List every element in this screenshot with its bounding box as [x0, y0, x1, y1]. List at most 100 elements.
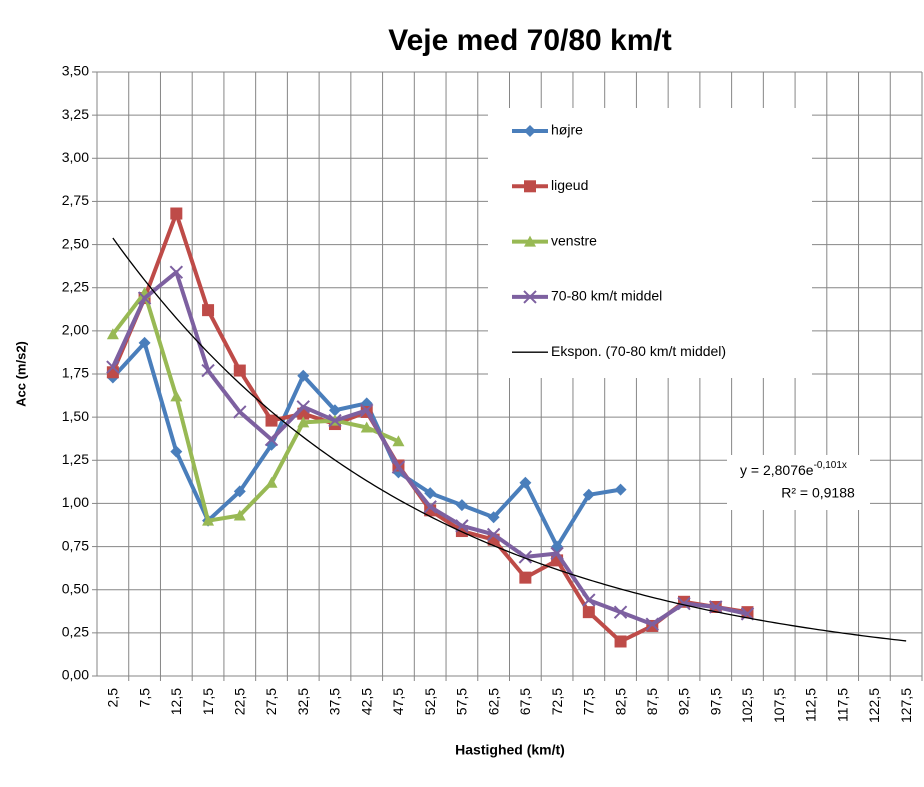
marker	[424, 487, 437, 500]
marker	[138, 336, 151, 349]
marker	[328, 413, 342, 428]
legend-label: 70-80 km/t middel	[551, 288, 662, 304]
x-tick-label: 2,5	[105, 688, 121, 708]
x-tick-label: 102,5	[739, 688, 755, 723]
marker	[360, 403, 374, 417]
x-tick-label: 72,5	[549, 688, 565, 715]
marker	[233, 364, 246, 377]
x-tick-label: 42,5	[358, 688, 374, 715]
y-tick-label: 1,00	[62, 494, 89, 510]
y-tick-label: 2,75	[62, 192, 89, 208]
marker	[518, 550, 533, 564]
marker	[202, 514, 215, 526]
marker	[392, 435, 405, 447]
marker	[169, 265, 184, 279]
marker	[582, 488, 595, 501]
marker	[202, 304, 215, 317]
x-tick-label: 37,5	[327, 688, 343, 715]
marker	[523, 290, 537, 304]
marker	[170, 390, 183, 402]
marker	[519, 476, 532, 489]
marker	[170, 207, 183, 220]
y-tick-label: 0,00	[62, 667, 89, 683]
x-tick-label: 82,5	[612, 688, 628, 715]
y-tick-label: 1,25	[62, 451, 89, 467]
x-tick-label: 122,5	[866, 688, 882, 723]
legend-label: venstre	[551, 232, 597, 248]
marker	[487, 511, 500, 524]
y-tick-label: 0,75	[62, 537, 89, 553]
legend-label: Ekspon. (70-80 km/t middel)	[551, 343, 726, 359]
marker	[550, 546, 564, 561]
x-tick-label: 117,5	[834, 688, 850, 722]
equation-base: y = 2,8076e	[740, 462, 814, 478]
x-tick-label: 67,5	[517, 688, 533, 715]
y-tick-label: 2,00	[62, 322, 89, 338]
marker	[106, 328, 119, 340]
x-tick-label: 27,5	[263, 688, 279, 715]
x-tick-label: 32,5	[295, 688, 311, 715]
marker	[265, 476, 278, 488]
marker	[423, 500, 437, 514]
x-tick-label: 112,5	[803, 688, 819, 722]
y-tick-label: 1,50	[62, 408, 89, 424]
marker	[613, 605, 628, 619]
marker	[297, 369, 310, 382]
x-tick-label: 92,5	[676, 688, 692, 715]
trendline	[112, 237, 907, 642]
marker	[614, 635, 627, 648]
x-tick-label: 7,5	[136, 688, 152, 708]
series-line	[111, 290, 400, 523]
grid: 0,00 0,25 0,50 0,75 1,00 1,25 1,50 1,75 2,00 2,25…	[62, 63, 923, 723]
x-axis-label: Hastighed (km/t)	[455, 742, 565, 758]
marker	[233, 405, 247, 419]
x-tick-label: 22,5	[231, 688, 247, 715]
chart-title: Veje med 70/80 km/t	[388, 24, 672, 57]
legend-label: ligeud	[551, 177, 588, 193]
marker	[264, 432, 279, 447]
y-tick-label: 3,00	[62, 149, 89, 165]
x-tick-label: 87,5	[644, 688, 660, 715]
marker	[106, 360, 120, 374]
marker	[524, 125, 536, 137]
legend: højre ligeud venstre 70-80 km/t middel Ekspo…	[488, 108, 812, 378]
x-tick-label: 97,5	[707, 688, 723, 715]
marker	[582, 593, 596, 607]
equation-exponent: -0,101x	[814, 460, 847, 471]
trend-equation: y = 2,8076e-0,101x R² = 0,9188	[727, 455, 870, 510]
marker	[328, 404, 341, 417]
legend-label: højre	[551, 122, 583, 138]
marker	[265, 414, 278, 427]
r-squared: R² = 0,9188	[781, 485, 855, 501]
x-tick-label: 12,5	[168, 688, 184, 715]
y-axis-label: Acc (m/s2)	[13, 341, 28, 407]
marker	[360, 421, 373, 433]
marker	[614, 483, 627, 496]
marker	[519, 571, 532, 584]
marker	[233, 485, 246, 498]
marker	[170, 445, 183, 458]
y-tick-label: 2,50	[62, 235, 89, 251]
x-tick-label: 52,5	[422, 688, 438, 715]
marker	[677, 596, 691, 611]
y-tick-label: 2,25	[62, 278, 89, 294]
marker	[233, 509, 246, 521]
marker	[740, 607, 755, 621]
x-tick-label: 17,5	[200, 688, 216, 715]
y-tick-label: 0,25	[62, 624, 89, 640]
marker	[297, 416, 310, 428]
marker	[486, 527, 501, 542]
marker	[582, 606, 595, 619]
marker	[645, 617, 659, 631]
marker	[296, 400, 310, 414]
marker	[524, 235, 536, 247]
x-tick-label: 62,5	[485, 688, 501, 715]
marker	[455, 499, 468, 512]
x-tick-label: 47,5	[390, 688, 406, 715]
y-tick-label: 1,75	[62, 365, 89, 381]
x-tick-label: 107,5	[771, 688, 787, 723]
marker	[524, 180, 536, 193]
x-tick-label: 77,5	[581, 688, 597, 715]
equation-box	[727, 455, 870, 510]
marker	[201, 363, 215, 378]
